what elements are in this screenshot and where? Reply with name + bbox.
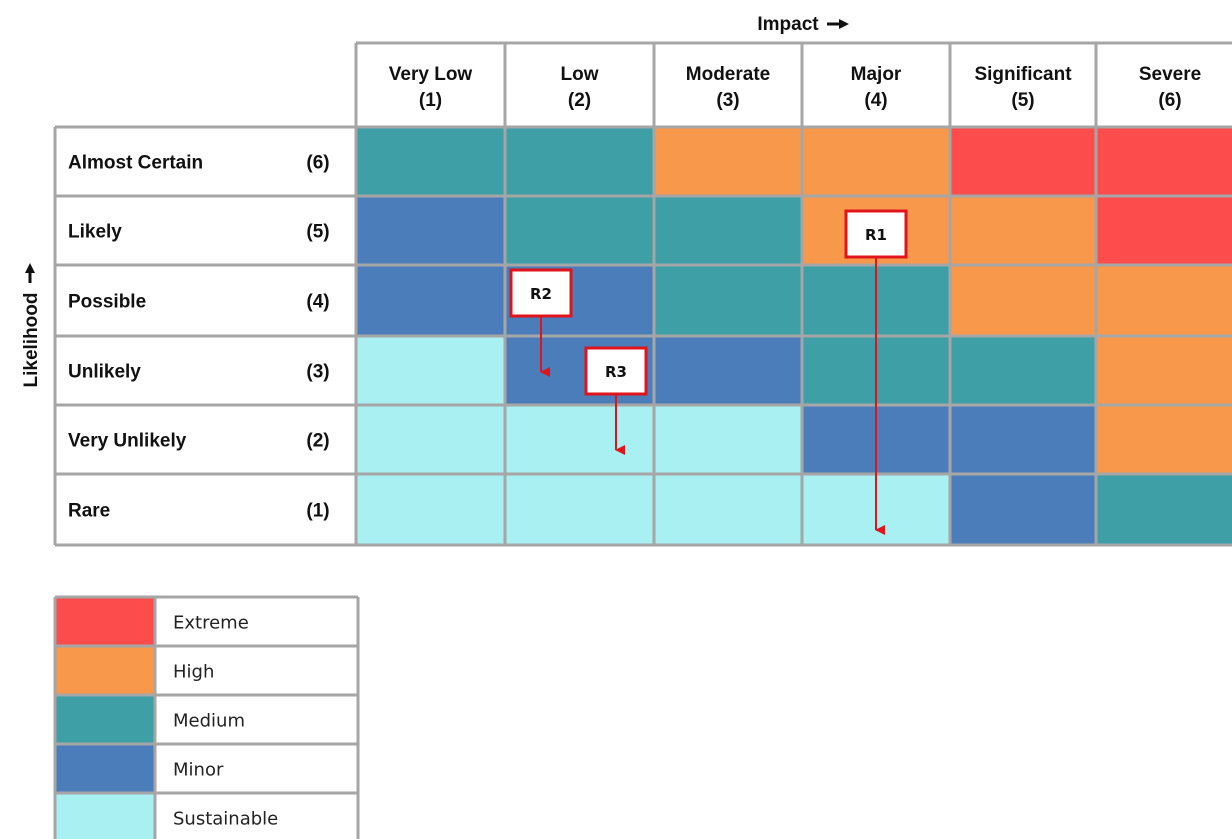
risk-marker-box bbox=[584, 346, 648, 396]
impact-axis-label: Impact bbox=[757, 14, 819, 35]
matrix-cell-high bbox=[1096, 336, 1232, 405]
row-label-score: (1) bbox=[306, 501, 329, 522]
matrix-cell-sustainable bbox=[505, 474, 654, 545]
matrix-cell-extreme bbox=[1096, 196, 1232, 265]
column-header-name: Low bbox=[561, 64, 599, 85]
matrix-cell-high bbox=[654, 127, 802, 196]
matrix-cell-high bbox=[950, 196, 1096, 265]
matrix-cell-high bbox=[802, 127, 950, 196]
matrix-cell-minor bbox=[356, 196, 505, 265]
matrix-cell-medium bbox=[654, 196, 802, 265]
matrix-cell-medium bbox=[505, 127, 654, 196]
column-header-score: (3) bbox=[716, 90, 739, 111]
legend-swatch-minor bbox=[55, 744, 155, 793]
column-header-score: (6) bbox=[1158, 90, 1181, 111]
likelihood-axis: Likelihood bbox=[21, 263, 42, 388]
matrix-cell-sustainable bbox=[356, 474, 505, 545]
matrix-cell-high bbox=[1096, 265, 1232, 336]
matrix-cell-sustainable bbox=[654, 405, 802, 474]
matrix-cell-sustainable bbox=[654, 474, 802, 545]
matrix-cell-medium bbox=[505, 196, 654, 265]
matrix-cell-medium bbox=[654, 265, 802, 336]
column-header-name: Very Low bbox=[389, 64, 473, 85]
row-label-score: (5) bbox=[306, 222, 329, 243]
legend-label-high: High bbox=[173, 662, 214, 683]
risk-marker-label: R1 bbox=[865, 226, 887, 244]
risk-marker-label: R2 bbox=[530, 285, 552, 303]
column-header-name: Major bbox=[851, 64, 902, 85]
legend-label-sustainable: Sustainable bbox=[173, 809, 278, 830]
matrix-cell-extreme bbox=[1096, 127, 1232, 196]
legend-swatch-sustainable bbox=[55, 793, 155, 839]
row-label-score: (4) bbox=[306, 292, 329, 313]
legend-label-medium: Medium bbox=[173, 711, 245, 732]
row-label-name: Rare bbox=[68, 501, 110, 522]
legend-label-extreme: Extreme bbox=[173, 613, 249, 634]
row-label-name: Unlikely bbox=[68, 362, 141, 383]
column-header-score: (4) bbox=[864, 90, 887, 111]
risk-marker-box bbox=[844, 209, 908, 259]
column-header-name: Significant bbox=[974, 64, 1072, 85]
likelihood-axis-label: Likelihood bbox=[21, 293, 42, 388]
matrix-cell-high bbox=[1096, 405, 1232, 474]
matrix-cell-minor bbox=[356, 265, 505, 336]
matrix-cell-minor bbox=[654, 336, 802, 405]
row-label-score: (6) bbox=[306, 153, 329, 174]
row-label-score: (3) bbox=[306, 362, 329, 383]
row-label-score: (2) bbox=[306, 431, 329, 452]
matrix-cell-minor bbox=[950, 474, 1096, 545]
matrix-cell-medium bbox=[1096, 474, 1232, 545]
column-header-score: (1) bbox=[419, 90, 442, 111]
column-header-name: Severe bbox=[1139, 64, 1201, 85]
row-label-name: Almost Certain bbox=[68, 153, 203, 174]
legend-label-minor: Minor bbox=[173, 760, 224, 781]
row-label-name: Possible bbox=[68, 292, 146, 313]
matrix-cell-sustainable bbox=[356, 336, 505, 405]
matrix-cell-sustainable bbox=[356, 405, 505, 474]
legend-swatch-medium bbox=[55, 695, 155, 744]
risk-marker-label: R3 bbox=[605, 363, 627, 381]
column-header-score: (2) bbox=[568, 90, 591, 111]
matrix-cell-minor bbox=[950, 405, 1096, 474]
matrix-cell-medium bbox=[356, 127, 505, 196]
column-header-name: Moderate bbox=[686, 64, 770, 85]
column-header-score: (5) bbox=[1011, 90, 1034, 111]
row-label-name: Likely bbox=[68, 222, 122, 243]
legend-swatch-high bbox=[55, 646, 155, 695]
legend-swatch-extreme bbox=[55, 597, 155, 646]
risk-marker-box bbox=[509, 268, 573, 318]
matrix-cell-high bbox=[950, 265, 1096, 336]
matrix-cell-medium bbox=[950, 336, 1096, 405]
matrix-cell-sustainable bbox=[505, 405, 654, 474]
row-label-name: Very Unlikely bbox=[68, 431, 187, 452]
matrix-cell-extreme bbox=[950, 127, 1096, 196]
